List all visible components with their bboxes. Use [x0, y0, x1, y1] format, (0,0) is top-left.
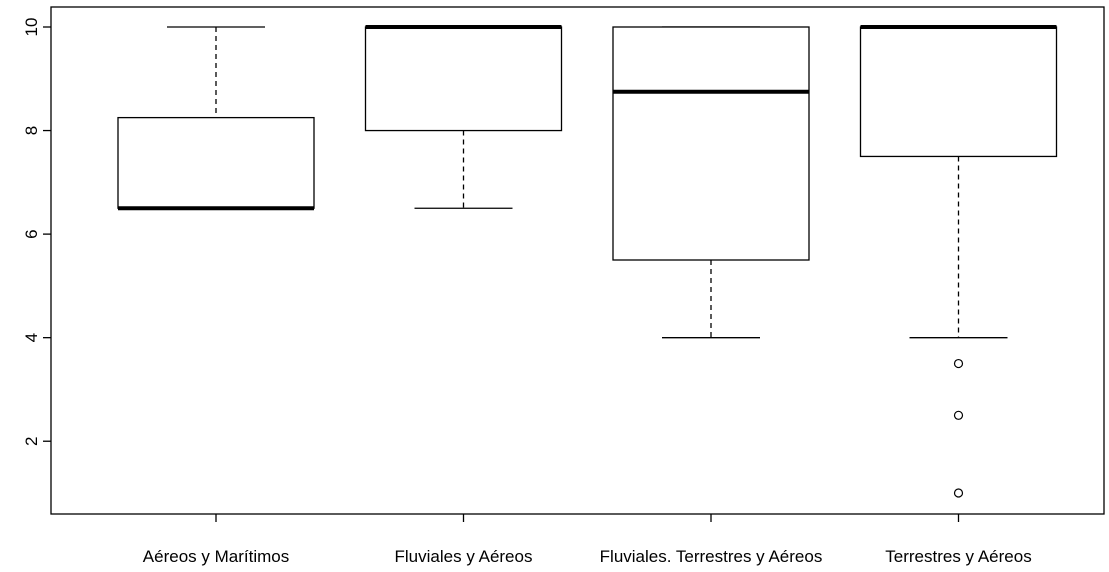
box-group	[117, 26, 315, 211]
box-iqr	[117, 116, 315, 209]
y-tick-label: 8	[22, 126, 41, 135]
y-tick-label: 6	[22, 229, 41, 238]
box-iqr	[612, 26, 810, 261]
x-axis: Aéreos y Marítimos Fluviales y Aéreos Fluv…	[143, 514, 1032, 566]
outlier-point	[953, 358, 964, 369]
outlier-point	[953, 410, 964, 420]
plot-frame	[50, 6, 1105, 515]
y-tick-label: 10	[22, 18, 41, 37]
box-group	[364, 25, 563, 209]
x-category-label: Aéreos y Marítimos	[143, 547, 289, 566]
x-category-label: Terrestres y Aéreos	[885, 547, 1031, 566]
y-tick-label: 2	[22, 436, 41, 445]
box-iqr	[364, 26, 563, 132]
boxes	[117, 25, 1058, 498]
box-iqr	[859, 26, 1058, 158]
x-category-label: Fluviales y Aéreos	[395, 547, 533, 566]
y-tick-label: 4	[22, 333, 41, 342]
box-group	[859, 25, 1058, 498]
outlier-point	[953, 488, 964, 498]
box-group	[612, 26, 810, 339]
x-category-label: Fluviales. Terrestres y Aéreos	[600, 547, 823, 566]
y-axis: 2 4 6 8 10	[22, 18, 51, 446]
